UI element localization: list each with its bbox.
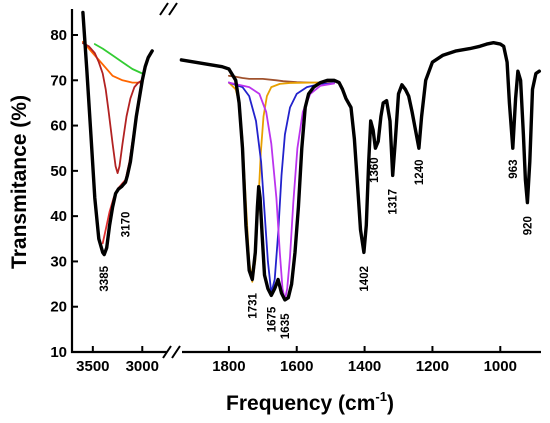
y-tick-label: 80: [50, 27, 67, 44]
x-tick-label: 1400: [348, 358, 381, 375]
peak-label: 1635: [280, 313, 292, 339]
fitted-peak-line: [82, 42, 144, 174]
x-axis-title: Frequency (cm-1): [226, 389, 394, 415]
measured-spectrum-line: [81, 10, 154, 257]
peak-label: 3170: [121, 212, 133, 238]
peak-label: 1731: [247, 293, 259, 319]
plot-frame: [70, 9, 541, 354]
x-tick-label: 1800: [212, 358, 245, 375]
x-axis-title-close: ): [387, 392, 394, 415]
x-tick-label: 1200: [416, 358, 449, 375]
fitted-peak-line: [93, 43, 144, 75]
y-tick-label: 20: [50, 299, 67, 316]
y-tick-label: 10: [50, 344, 67, 361]
y-tick-label: 30: [50, 253, 67, 270]
y-tick-label: 60: [50, 118, 67, 135]
peak-label: 1317: [388, 189, 400, 215]
x-axis-break-marks: [162, 345, 181, 359]
peak-label: 963: [508, 160, 520, 179]
plot-area: 10 20 30 40 50 60 70 80 3500 3000 1800 1600 1400 120…: [50, 2, 541, 375]
x-tick-label: 1000: [484, 358, 517, 375]
measured-spectrum-line: [179, 41, 541, 302]
x-tick-label: 1600: [280, 358, 313, 375]
peak-annotations: 3385 3170 1731 1675 1635 1402 1360 1317 1240 963 9…: [99, 157, 534, 339]
y-tick-label: 70: [50, 72, 67, 89]
peak-label: 1402: [359, 266, 371, 292]
fitted-peak-line: [228, 74, 335, 84]
peak-label: 1675: [266, 306, 278, 332]
peak-label: 1360: [369, 157, 381, 183]
fitted-peak-line: [228, 81, 335, 294]
x-axis-title-main: Frequency (cm: [226, 392, 375, 415]
series-layer: [81, 10, 541, 302]
x-tick-label: 3000: [126, 358, 159, 375]
peak-label: 1240: [414, 160, 426, 186]
y-tick-label: 40: [50, 208, 67, 225]
y-axis-title: Transmitance (%): [8, 95, 31, 269]
peak-label: 920: [522, 216, 534, 235]
top-axis-break-marks: [159, 2, 178, 16]
peak-label: 3385: [99, 265, 111, 291]
x-axis-ticks: 3500 3000 1800 1600 1400 1200 1000: [76, 346, 517, 375]
y-tick-label: 50: [50, 163, 67, 180]
y-axis-ticks: 10 20 30 40 50 60 70 80: [50, 27, 78, 361]
x-axis-title-superscript: -1: [375, 389, 387, 404]
x-tick-label: 3500: [76, 358, 109, 375]
fitted-peak-line: [82, 40, 144, 84]
